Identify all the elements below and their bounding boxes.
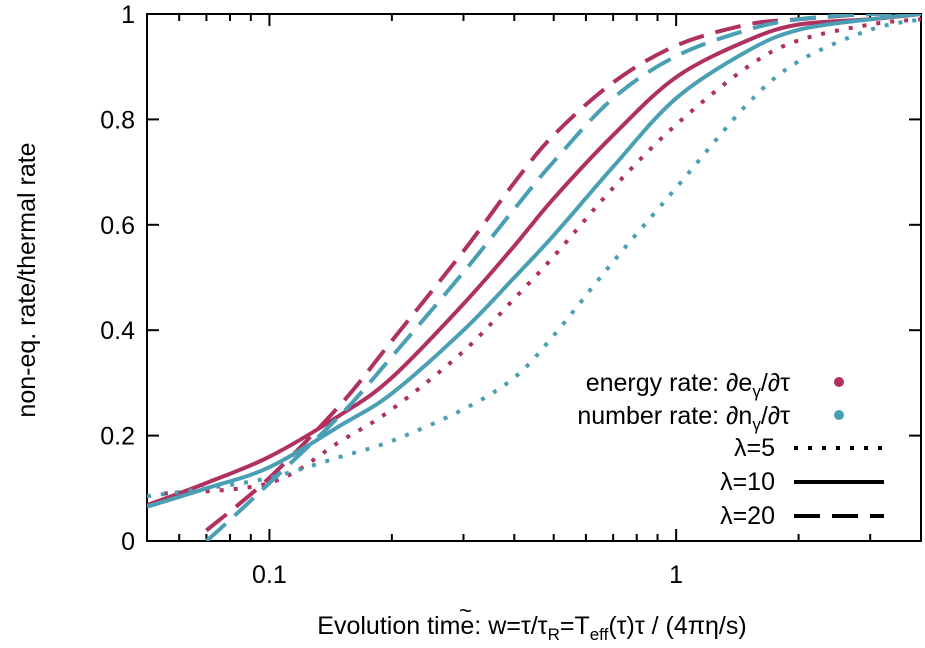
legend-number-label: number rate: ∂nγ/∂τ [577, 402, 790, 434]
legend: energy rate: ∂eγ/∂τ number rate: ∂nγ/∂τ … [577, 369, 884, 530]
y-tick-label: 0.4 [100, 317, 135, 345]
legend-number-marker [834, 410, 844, 420]
x-tick-label: 0.1 [252, 561, 287, 589]
legend-lambda10-label: λ=10 [720, 468, 775, 496]
y-axis-label: non-eq. rate/thermal rate [13, 142, 41, 417]
series-energy-lambda5-line [163, 17, 921, 496]
legend-energy-marker [834, 377, 844, 387]
y-tick-label: 0.6 [100, 212, 135, 240]
y-tick-label: 0 [121, 528, 135, 556]
legend-energy-label: energy rate: ∂eγ/∂τ [586, 369, 790, 401]
legend-lambda20-label: λ=20 [720, 502, 775, 530]
x-axis-label-tilde: ~ [459, 598, 472, 623]
series-energy-lambda20-line [205, 14, 921, 533]
axis-ticks: 0 0.2 0.4 0.6 0.8 1 0.1 1 [100, 1, 921, 589]
y-tick-label: 0.2 [100, 423, 135, 451]
y-tick-label: 1 [121, 1, 135, 29]
legend-lambda5-label: λ=5 [734, 434, 775, 462]
series-energy-lambda10-line [147, 14, 921, 508]
y-tick-label: 0.8 [100, 106, 135, 134]
series-number-lambda10-line [147, 14, 921, 509]
x-axis-label: Evolution time: w=τ/τR=Teff(τ)τ / (4πη/s… [317, 612, 746, 644]
x-tick-label: 1 [669, 561, 683, 589]
series-number-lambda20-line [205, 14, 921, 541]
plot-frame [146, 13, 922, 542]
series-layer [147, 14, 921, 541]
